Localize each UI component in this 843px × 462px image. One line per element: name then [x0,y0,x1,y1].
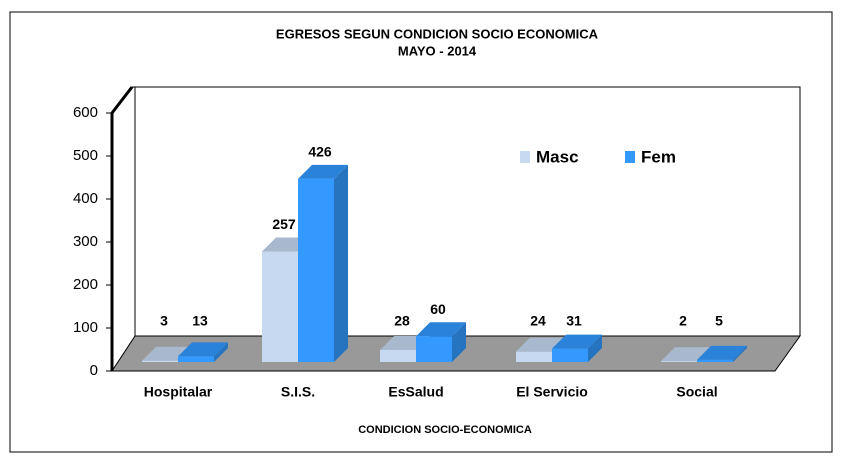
bar [416,336,452,362]
value-label: 3 [160,313,168,329]
bar [298,178,334,362]
bar-top [416,322,466,337]
bar-side [588,334,602,362]
bar-side [334,164,348,362]
bar-side [214,342,228,362]
legend-swatch [625,151,635,163]
bar [262,251,298,362]
x-tick-label: S.I.S. [281,384,315,400]
value-label: 60 [430,301,446,317]
y-tick-label: 200 [73,276,98,293]
value-label: 5 [715,313,723,329]
chart-title: EGRESOS SEGUN CONDICION SOCIO ECONOMICA [276,26,599,41]
bar-top [298,164,348,179]
chart-subtitle: MAYO - 2014 [398,43,477,58]
chart-frame [9,11,833,453]
x-tick-label: Social [676,384,717,400]
bar-side [733,345,747,362]
y-tick-label: 100 [73,319,98,336]
bar-side [452,322,466,362]
x-tick-label: El Servicio [516,384,588,400]
value-label: 28 [394,313,410,329]
bar-top [178,342,228,357]
value-label: 257 [272,216,296,232]
y-tick-label: 400 [73,190,98,207]
bar [697,359,733,362]
bar-top [661,347,711,362]
back-wall [132,86,801,336]
y-tick-label: 0 [90,362,98,379]
value-label: 31 [566,313,582,329]
bar-top [697,345,747,360]
legend-swatch [520,151,530,163]
x-tick-label: EsSalud [388,384,443,400]
value-label: 24 [530,313,546,329]
bar [142,360,178,362]
bar [178,356,214,362]
bar [516,351,552,362]
y-tick-label: 300 [73,233,98,250]
bar [380,349,416,362]
value-label: 2 [679,313,687,329]
legend-label: Masc [536,147,579,166]
bar [661,361,697,362]
value-label: 13 [192,313,208,329]
x-tick-label: Hospitalar [144,384,213,400]
x-axis-label: CONDICION SOCIO-ECONOMICA [358,424,532,436]
bar [552,348,588,362]
bar-top [552,334,602,349]
y-tick-label: 600 [73,104,98,121]
y-tick-label: 500 [73,147,98,164]
legend-label: Fem [641,147,676,166]
value-label: 426 [308,144,332,160]
